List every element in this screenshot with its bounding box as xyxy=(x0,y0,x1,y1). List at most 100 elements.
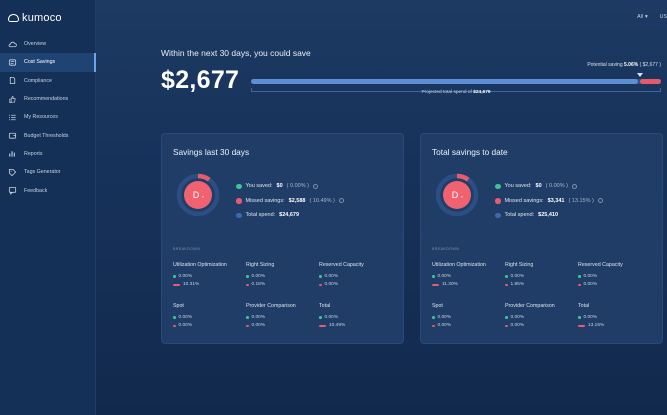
missed-dot-icon xyxy=(246,283,249,286)
breakdown-saved-row: 0.00% xyxy=(319,313,393,322)
breakdown-saved-value: 0.00% xyxy=(510,273,525,279)
breakdown-saved-row: 0.00% xyxy=(173,272,247,281)
breakdown-title: Right Sizing xyxy=(246,262,275,268)
sidebar-item-tags-generator[interactable]: Tags Generator xyxy=(0,163,96,181)
breakdown-missed-value: 0.00% xyxy=(583,282,598,288)
sidebar-item-recommendations[interactable]: Recommendations xyxy=(0,90,96,108)
breakdown-missed-value: 10.49% xyxy=(329,323,346,329)
donut-letter: D xyxy=(452,190,459,200)
sidebar-item-compliance[interactable]: Compliance xyxy=(0,72,96,90)
breakdown-missed-value: 11.30% xyxy=(442,282,458,288)
total-spend-label: Total spend: xyxy=(245,212,276,219)
missed-dot-icon xyxy=(236,198,242,204)
projected-amount: $24,679 xyxy=(473,90,491,95)
breakdown-missed-row: 11.30% xyxy=(432,281,506,290)
breakdown-missed-value: 13.15% xyxy=(588,323,605,329)
saved-dot-icon xyxy=(505,275,508,278)
card-total-savings-to-date: Total savings to date D ⌄ You saved: $0( 0.0… xyxy=(420,133,663,344)
breakdown-item: Provider Comparison 0.00% 0.00% xyxy=(505,303,579,330)
missed-dot-icon xyxy=(495,198,501,204)
savings-donut-chart: D ⌄ xyxy=(176,173,220,217)
breakdown-title: Spot xyxy=(173,303,184,309)
missed-dot-icon xyxy=(578,283,581,286)
saved-dot-icon xyxy=(173,275,176,278)
breakdown-missed-value: 0.00% xyxy=(178,323,193,329)
breakdown-saved-row: 0.00% xyxy=(432,313,506,322)
info-icon[interactable] xyxy=(571,183,577,189)
breakdown-saved-value: 0.00% xyxy=(583,314,598,320)
legend-total-spend: Total spend: $24,679 xyxy=(236,208,344,223)
breakdown-title: Total xyxy=(578,303,590,309)
sidebar-item-label: Reports xyxy=(24,150,43,157)
saved-dot-icon xyxy=(319,316,322,319)
breakdown-saved-value: 0.00% xyxy=(178,314,193,320)
sidebar-item-label: Cost Savings xyxy=(24,59,56,66)
legend-total-spend: Total spend: $25,410 xyxy=(495,208,603,223)
breakdown-item: Utilization Optimization 0.00% 11.30% xyxy=(432,262,506,289)
breakdown-saved-value: 0.00% xyxy=(178,273,193,279)
missed-bar xyxy=(578,324,585,327)
filter-region-dropdown[interactable]: US xyxy=(660,14,667,20)
breakdown-missed-row: 0.18% xyxy=(246,281,320,290)
sidebar-nav: Overview Cost Savings Compliance Recommenda… xyxy=(0,35,96,200)
info-icon[interactable] xyxy=(597,198,603,204)
sidebar-item-my-resources[interactable]: My Resources xyxy=(0,108,96,126)
donut-center xyxy=(184,181,212,209)
logo[interactable]: kumoco xyxy=(8,12,62,24)
card-savings-last-30-days: Savings last 30 days D ⌄ You saved: $0( 0.00… xyxy=(161,133,404,344)
sidebar-item-label: Compliance xyxy=(24,77,52,84)
breakdown-missed-row: 0.00% xyxy=(173,322,247,331)
missed-value: $2,588 xyxy=(288,197,306,204)
sidebar-item-overview[interactable]: Overview xyxy=(0,35,96,53)
legend-missed-savings: Missed savings: $2,588( 10.49% ) xyxy=(236,194,344,209)
saving-marker-icon xyxy=(637,73,643,77)
breakdown-saved-row: 0.00% xyxy=(578,272,652,281)
sidebar-item-budget-thresholds[interactable]: Budget Thresholds xyxy=(0,126,96,144)
breakdown-saved-row: 0.00% xyxy=(578,313,652,322)
breakdown-missed-value: 10.31% xyxy=(183,282,200,288)
filter-region-label: US xyxy=(659,14,667,20)
projected-spend-text: Projected total spend of $24,679 xyxy=(251,90,661,95)
you-saved-label: You saved: xyxy=(245,183,273,190)
saved-dot-icon xyxy=(578,316,581,319)
potential-savings-amount: $2,677 xyxy=(161,66,240,94)
cloud-icon xyxy=(8,40,17,49)
cloud-logo-icon xyxy=(8,14,19,22)
breakdown-saved-value: 0.00% xyxy=(437,273,452,279)
breakdown-saved-value: 0.00% xyxy=(324,273,339,279)
sidebar-item-label: Tags Generator xyxy=(24,169,61,176)
breakdown-item: Total 0.00% 13.15% xyxy=(578,303,652,330)
savings-legend: You saved: $0( 0.00% ) Missed savings: $3,3… xyxy=(495,179,603,223)
breakdown-title: Utilization Optimization xyxy=(173,262,227,268)
breakdown-title: Total xyxy=(319,303,331,309)
sidebar-item-cost-savings[interactable]: Cost Savings xyxy=(0,53,96,72)
breakdown-saved-value: 0.00% xyxy=(251,273,266,279)
sidebar-item-label: Recommendations xyxy=(24,96,69,103)
bar-chart-icon xyxy=(8,149,17,158)
saved-dot-icon xyxy=(319,275,322,278)
missed-dot-icon xyxy=(505,324,508,327)
sidebar-item-feedback[interactable]: Feedback xyxy=(0,181,96,199)
donut-center xyxy=(443,181,471,209)
breakdown-title: Reserved Capacity xyxy=(578,262,623,268)
breakdown-missed-value: 1.85% xyxy=(510,282,525,288)
breakdown-missed-value: 0.00% xyxy=(510,323,525,329)
donut-letter: D xyxy=(193,190,200,200)
projected-spend-bar xyxy=(251,73,661,84)
breakdown-saved-row: 0.00% xyxy=(319,272,393,281)
filter-all-dropdown[interactable]: All ▾ xyxy=(637,14,648,20)
total-spend-label: Total spend: xyxy=(504,212,535,219)
list-icon xyxy=(8,113,17,122)
info-icon[interactable] xyxy=(312,183,318,189)
breakdown-title: Spot xyxy=(432,303,443,309)
breakdown-missed-row: 13.15% xyxy=(578,322,652,331)
donut-missed-arc xyxy=(176,173,220,217)
chevron-down-icon: ⌄ xyxy=(460,194,464,200)
sidebar-item-reports[interactable]: Reports xyxy=(0,145,96,163)
breakdown-item: Spot 0.00% 0.00% xyxy=(432,303,506,330)
card-title: Total savings to date xyxy=(432,147,508,157)
info-icon[interactable] xyxy=(338,198,344,204)
you-saved-pct: ( 0.00% ) xyxy=(545,183,568,190)
feedback-icon xyxy=(8,186,17,195)
missed-dot-icon xyxy=(319,283,322,286)
